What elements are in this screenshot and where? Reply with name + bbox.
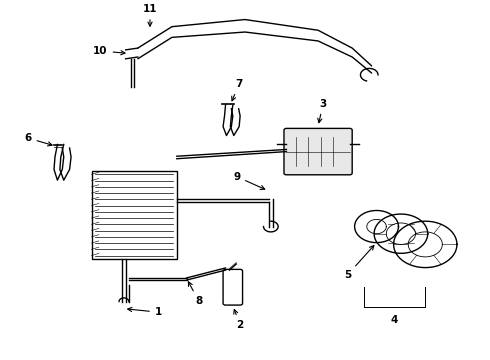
Text: 1: 1: [128, 307, 162, 317]
Bar: [92, 171, 177, 259]
Text: 10: 10: [93, 46, 125, 56]
Text: 6: 6: [24, 133, 52, 146]
FancyBboxPatch shape: [284, 129, 352, 175]
Text: 9: 9: [233, 172, 265, 189]
Text: 5: 5: [343, 246, 374, 280]
Text: 4: 4: [391, 315, 398, 325]
Text: 2: 2: [234, 310, 244, 330]
Text: 8: 8: [189, 282, 202, 306]
Text: 11: 11: [143, 4, 157, 26]
Text: 3: 3: [318, 99, 326, 123]
Text: 7: 7: [232, 79, 243, 101]
FancyBboxPatch shape: [223, 269, 243, 305]
